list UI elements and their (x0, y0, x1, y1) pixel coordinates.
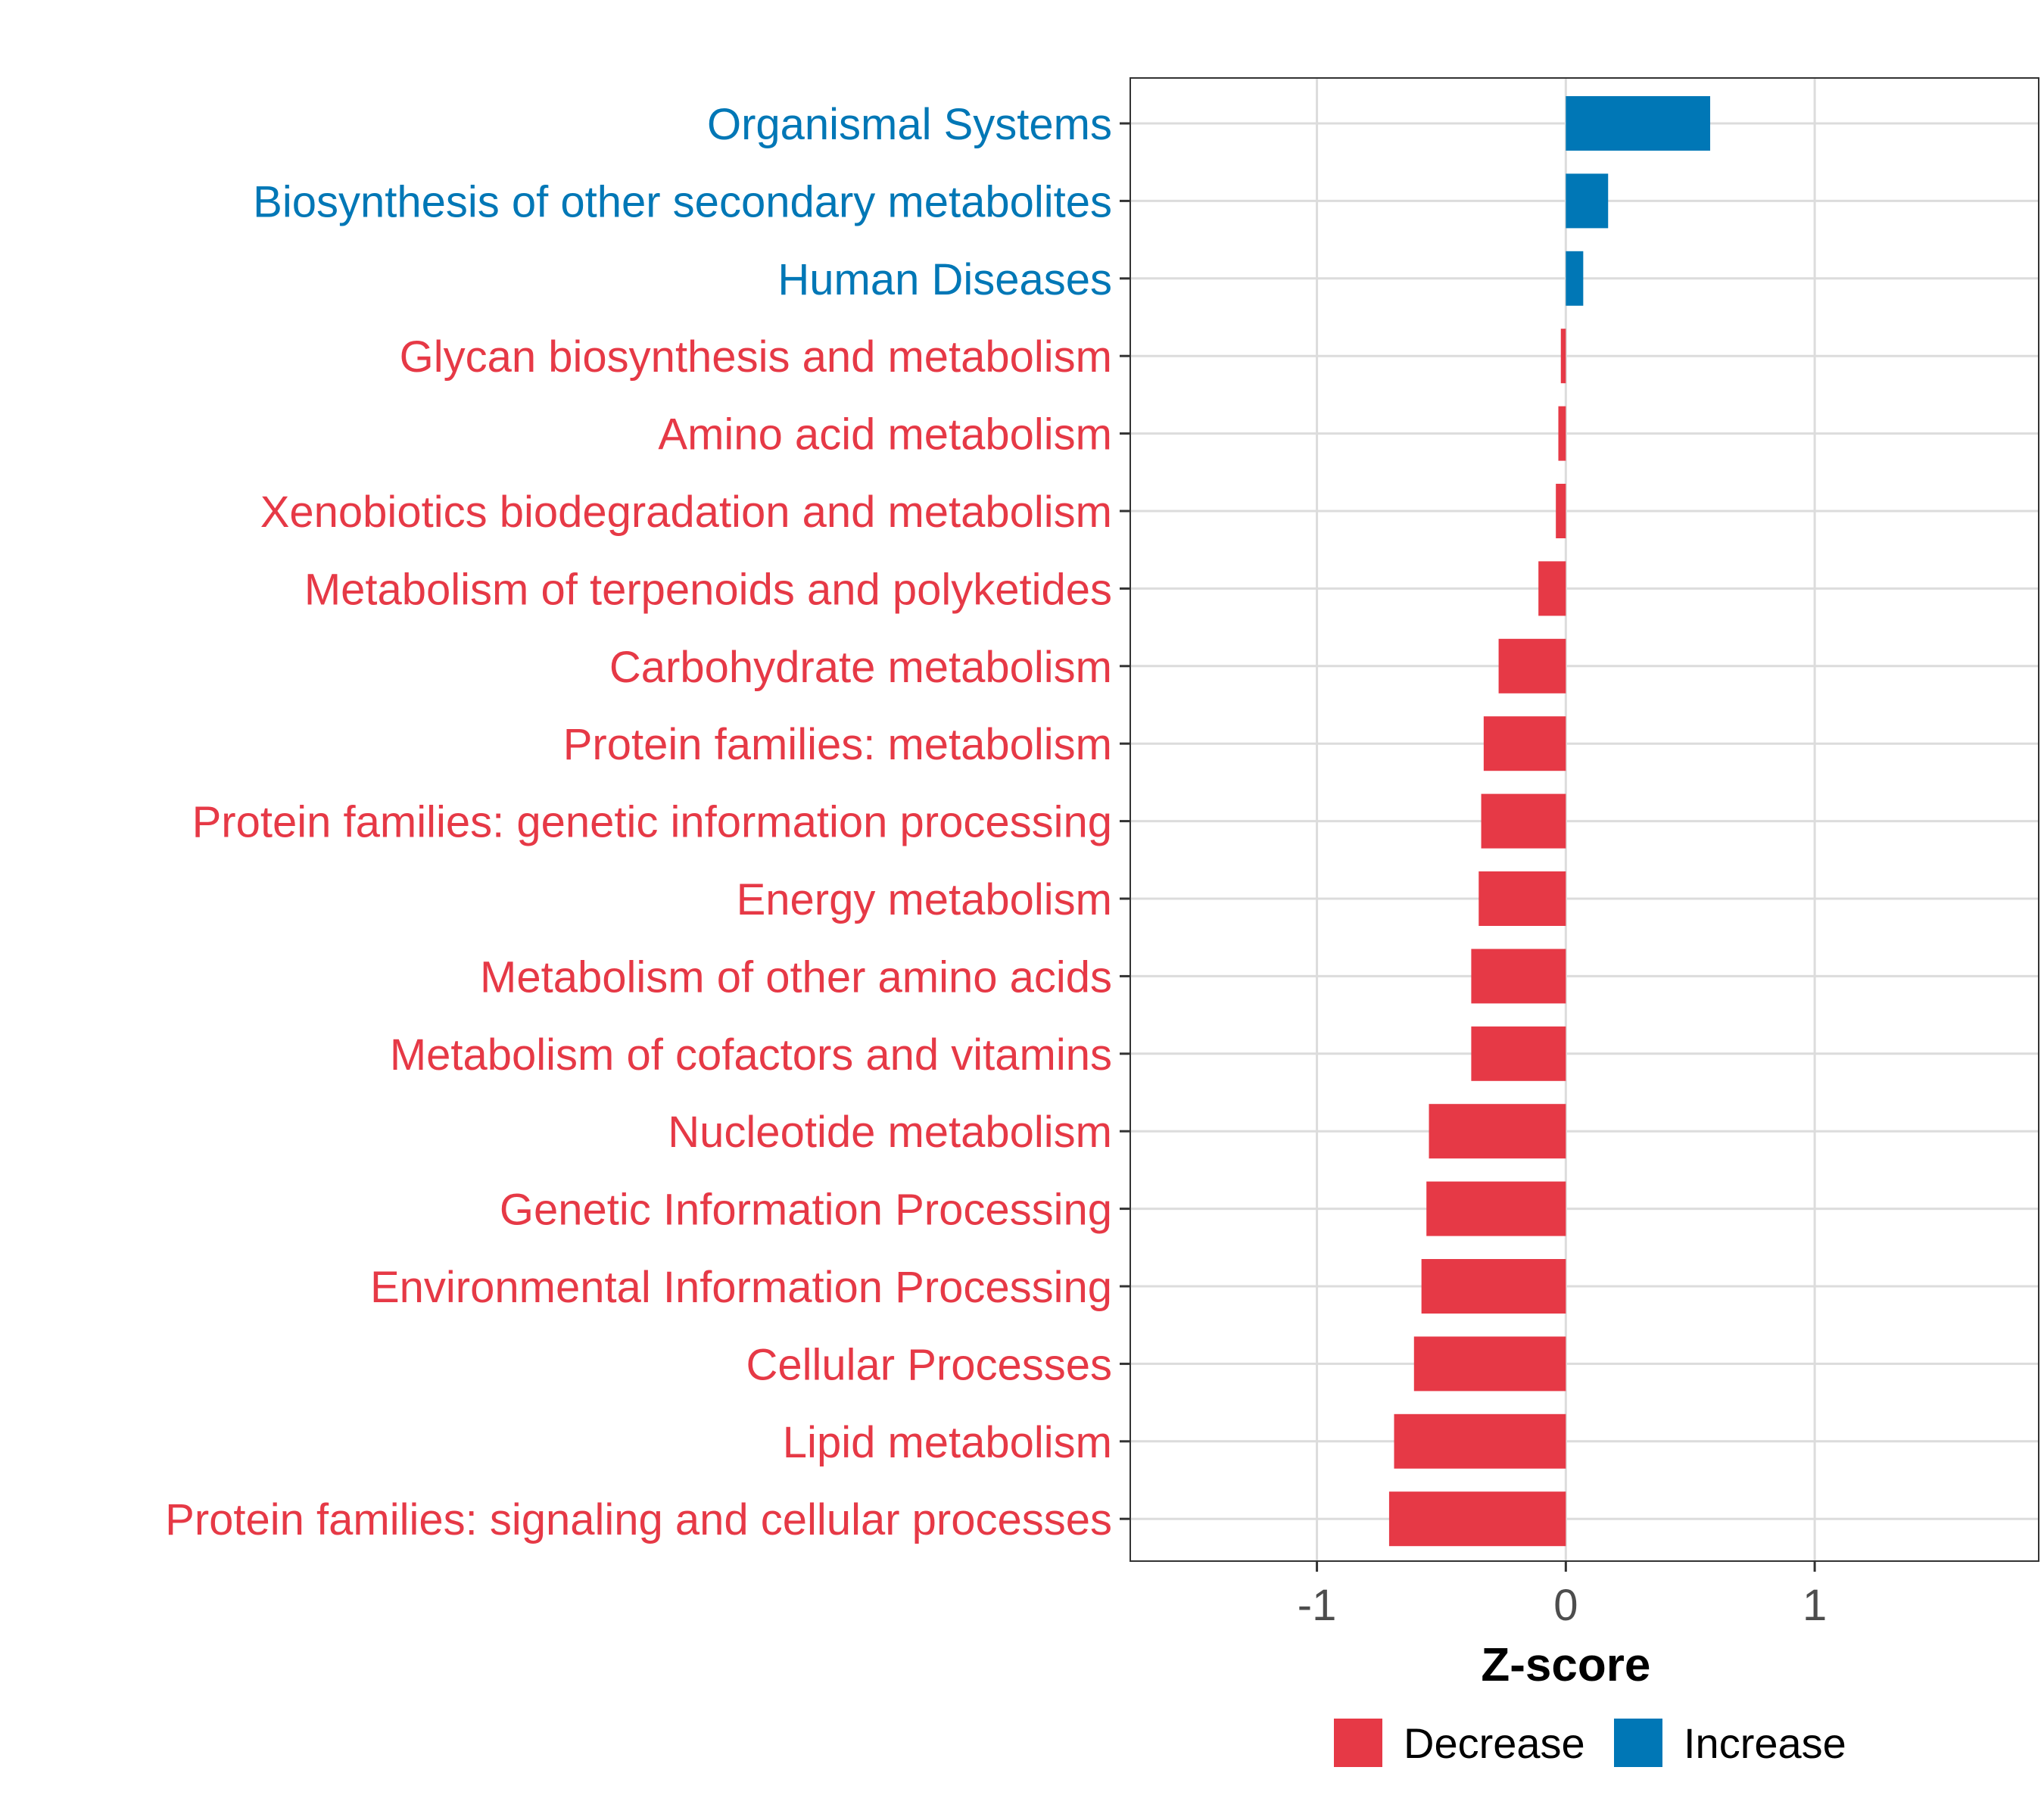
y-axis-label: Human Diseases (777, 255, 1112, 304)
y-axis-label: Organismal Systems (707, 100, 1112, 149)
bar-decrease (1426, 1181, 1566, 1236)
bar-decrease (1471, 949, 1566, 1004)
bar-decrease (1421, 1259, 1566, 1314)
y-axis-label: Protein families: signaling and cellular… (165, 1495, 1112, 1544)
bar-decrease (1556, 484, 1566, 538)
x-axis-title: Z-score (1481, 1639, 1650, 1691)
x-tick-label: 1 (1803, 1581, 1827, 1630)
bar-decrease (1498, 638, 1566, 693)
bar-decrease (1413, 1336, 1566, 1392)
legend-label-increase: Increase (1684, 1719, 1846, 1767)
bars (1388, 96, 1711, 1547)
bar-decrease (1388, 1491, 1566, 1547)
y-axis-label: Glycan biosynthesis and metabolism (400, 332, 1112, 382)
y-axis-label: Metabolism of cofactors and vitamins (390, 1030, 1112, 1080)
y-axis-label: Lipid metabolism (783, 1418, 1112, 1467)
bar-increase (1566, 251, 1584, 306)
bar-decrease (1471, 1026, 1566, 1081)
panel-border (1129, 77, 2039, 1562)
y-axis-label: Energy metabolism (737, 875, 1112, 924)
y-axis-label: Biosynthesis of other secondary metaboli… (253, 177, 1112, 226)
y-axis-label: Xenobiotics biodegradation and metabolis… (260, 488, 1112, 537)
x-tick-label: -1 (1298, 1581, 1337, 1630)
bar-decrease (1481, 793, 1566, 849)
bar-decrease (1560, 329, 1566, 384)
y-axis-label: Metabolism of terpenoids and polyketides (304, 565, 1112, 614)
bar-increase (1566, 173, 1609, 229)
legend-swatch-decrease (1334, 1719, 1382, 1767)
y-axis-label: Protein families: genetic information pr… (192, 798, 1112, 847)
y-axis-label: Environmental Information Processing (370, 1263, 1112, 1312)
x-tick-label: 0 (1553, 1581, 1578, 1630)
y-axis-label: Amino acid metabolism (658, 410, 1112, 460)
y-axis-label: Cellular Processes (746, 1340, 1112, 1389)
legend-label-decrease: Decrease (1404, 1719, 1585, 1767)
bar-decrease (1429, 1104, 1566, 1159)
bar-decrease (1558, 406, 1566, 461)
legend-swatch-increase (1614, 1719, 1662, 1767)
y-axis-label: Carbohydrate metabolism (609, 643, 1112, 692)
bar-decrease (1483, 716, 1566, 771)
x-axis-ticks: -1 0 1 (1298, 1561, 1827, 1630)
y-axis-label: Nucleotide metabolism (668, 1108, 1112, 1157)
legend: Decrease Increase (1334, 1719, 1846, 1767)
bar-decrease (1478, 871, 1566, 926)
y-axis-label: Protein families: metabolism (563, 720, 1112, 769)
bar-decrease (1538, 561, 1566, 616)
y-axis-label: Metabolism of other amino acids (480, 952, 1112, 1002)
y-axis-label: Genetic Information Processing (500, 1186, 1112, 1235)
y-axis-ticks (1120, 122, 1130, 1520)
grid-lines (1130, 78, 2039, 1561)
bar-increase (1566, 96, 1711, 151)
y-axis-labels: Organismal Systems Biosynthesis of other … (165, 100, 1112, 1544)
bar-decrease (1394, 1413, 1566, 1469)
